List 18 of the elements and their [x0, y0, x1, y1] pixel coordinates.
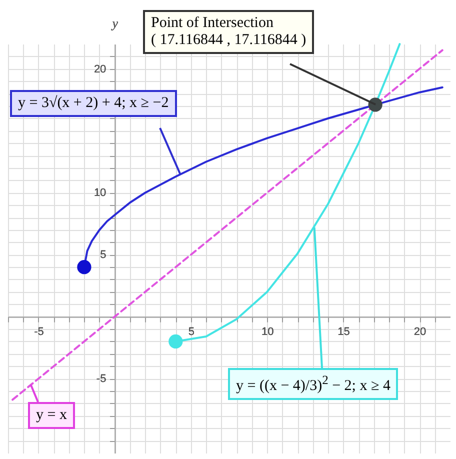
callout-box: y = 3√(x + 2) + 4; x ≥ −2	[10, 90, 177, 117]
y-tick-label: 10	[94, 187, 106, 200]
x-tick-label: 15	[338, 326, 350, 338]
y-axis-title: y	[110, 16, 118, 30]
annotation: y = ((x − 4)/3)$^{2}$ − 2; x ≥ 4	[236, 373, 390, 395]
y-tick-label: 20	[94, 63, 106, 76]
callout-box: Point of Intersection ( 17.116844 , 17.116844 )	[143, 10, 314, 54]
x-tick-label: -5	[34, 326, 44, 338]
callout-box: y = ((x − 4)/3)$^{2}$ − 2; x ≥ 4	[228, 368, 398, 400]
y-tick-label: -5	[96, 373, 106, 386]
callout-box: y = x	[28, 402, 75, 429]
x-tick-label: 20	[414, 326, 426, 338]
annotation: y = 3√(x + 2) + 4; x ≥ −2	[18, 95, 169, 112]
y-tick-label: 5	[100, 249, 106, 262]
x-tick-label: 10	[261, 326, 274, 338]
annotation: y = x	[36, 407, 67, 424]
x-tick-label: 5	[188, 326, 194, 338]
annotation: Point of Intersection ( 17.116844 , 17.116844 )	[151, 15, 306, 49]
